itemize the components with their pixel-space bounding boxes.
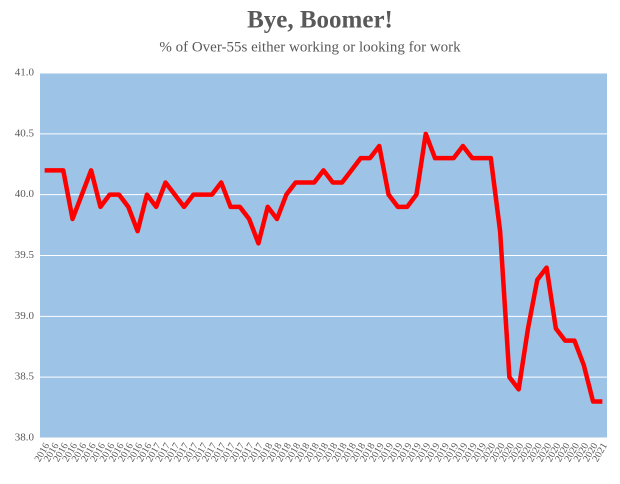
y-tick-label: 41.0 [15, 67, 35, 79]
y-tick-label: 38.0 [15, 432, 35, 444]
chart-title: Bye, Boomer! [247, 7, 393, 34]
chart-subtitle: % of Over-55s either working or looking … [159, 39, 461, 55]
y-tick-label: 38.5 [15, 371, 35, 383]
y-tick-label: 39.0 [15, 310, 35, 322]
y-tick-label: 39.5 [15, 249, 35, 261]
y-tick-label: 40.0 [15, 188, 35, 200]
line [44, 131, 603, 404]
y-tick-label: 40.5 [15, 127, 35, 139]
